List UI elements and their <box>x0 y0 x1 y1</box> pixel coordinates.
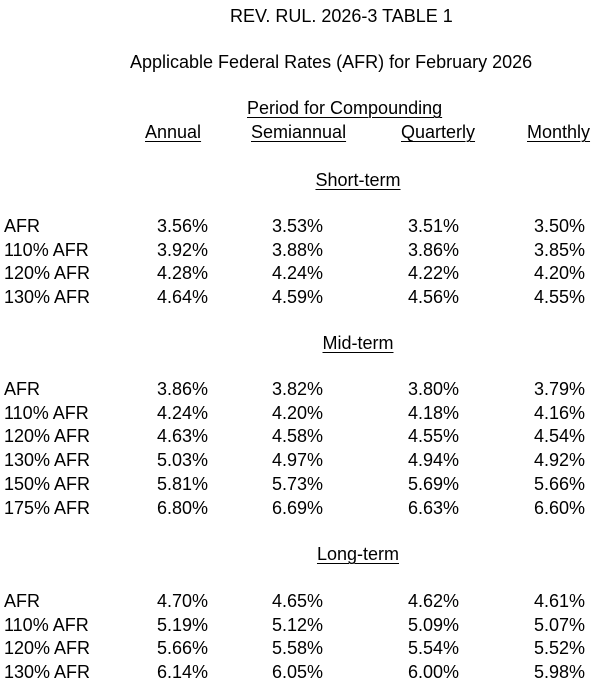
row-label: 110% AFR <box>4 239 89 260</box>
row-label: 120% AFR <box>4 638 91 659</box>
rate-cell: 5.66% <box>156 638 208 659</box>
rate-cell: 4.56% <box>407 287 459 308</box>
rate-cell: 5.12% <box>271 614 323 635</box>
rate-cell: 4.59% <box>271 287 323 308</box>
rate-cell: 4.65% <box>271 591 323 611</box>
section-header: Short-term <box>315 170 401 190</box>
rate-cell: 6.69% <box>271 497 323 518</box>
row-label: 110% AFR <box>4 402 89 423</box>
rate-cell: 4.92% <box>533 450 585 471</box>
rate-cell: 4.54% <box>533 426 585 447</box>
rate-cell: 5.73% <box>271 473 323 494</box>
rate-cell: 4.22% <box>407 263 459 284</box>
column-header-monthly: Monthly <box>527 122 591 142</box>
rate-cell: 6.14% <box>156 662 208 682</box>
rate-cell: 4.24% <box>271 263 323 284</box>
table-subtitle: Applicable Federal Rates (AFR) for Febru… <box>130 52 533 72</box>
rate-cell: 4.97% <box>271 450 323 471</box>
rate-cell: 3.88% <box>271 239 323 260</box>
row-label: AFR <box>4 591 40 611</box>
rate-cell: 4.64% <box>156 287 208 308</box>
rate-cell: 3.86% <box>156 379 208 399</box>
rate-cell: 6.63% <box>407 497 459 518</box>
column-header-semiannual: Semiannual <box>251 122 347 142</box>
rate-cell: 5.58% <box>271 638 323 659</box>
rate-cell: 4.24% <box>156 402 208 423</box>
rate-cell: 3.79% <box>533 379 585 399</box>
section-header: Long-term <box>316 544 400 564</box>
rate-cell: 3.80% <box>407 379 459 399</box>
rate-cell: 3.82% <box>271 379 323 399</box>
column-header-quarterly: Quarterly <box>401 122 476 142</box>
rate-cell: 5.69% <box>407 473 459 494</box>
rate-cell: 4.70% <box>156 591 208 611</box>
row-label: 110% AFR <box>4 614 89 635</box>
rate-cell: 3.51% <box>407 216 459 236</box>
rate-cell: 5.19% <box>156 614 208 635</box>
row-label: 175% AFR <box>4 497 91 518</box>
rate-cell: 3.86% <box>407 239 459 260</box>
rate-cell: 4.20% <box>271 402 323 423</box>
section-header: Mid-term <box>322 333 394 353</box>
column-header-annual: Annual <box>145 122 202 142</box>
rate-cell: 3.56% <box>156 216 208 236</box>
rate-cell: 3.92% <box>156 239 208 260</box>
rate-cell: 3.53% <box>271 216 323 236</box>
row-label: 120% AFR <box>4 426 91 447</box>
rate-cell: 4.16% <box>533 402 585 423</box>
rate-cell: 3.85% <box>533 239 585 260</box>
rate-cell: 4.58% <box>271 426 323 447</box>
rate-cell: 5.03% <box>156 450 208 471</box>
row-label: 130% AFR <box>4 662 91 682</box>
period-header: Period for Compounding <box>247 98 443 118</box>
rate-cell: 5.52% <box>533 638 585 659</box>
row-label: 130% AFR <box>4 450 91 471</box>
rate-cell: 5.07% <box>533 614 585 635</box>
rate-cell: 4.55% <box>533 287 585 308</box>
row-label: 150% AFR <box>4 473 91 494</box>
rate-cell: 5.81% <box>156 473 208 494</box>
row-label: AFR <box>4 216 40 236</box>
rate-cell: 4.61% <box>533 591 585 611</box>
rate-cell: 4.63% <box>156 426 208 447</box>
row-label: 120% AFR <box>4 263 91 284</box>
rate-cell: 4.20% <box>533 263 585 284</box>
rate-cell: 4.28% <box>156 263 208 284</box>
rate-cell: 5.98% <box>533 662 585 682</box>
rate-cell: 3.50% <box>533 216 585 236</box>
rate-cell: 4.62% <box>407 591 459 611</box>
rate-cell: 5.66% <box>533 473 585 494</box>
rate-cell: 4.55% <box>407 426 459 447</box>
rate-cell: 4.94% <box>407 450 459 471</box>
rate-cell: 6.80% <box>156 497 208 518</box>
rate-cell: 6.05% <box>271 662 323 682</box>
rate-cell: 5.09% <box>407 614 459 635</box>
row-label: 130% AFR <box>4 287 91 308</box>
table-title: REV. RUL. 2026-3 TABLE 1 <box>230 6 453 26</box>
rate-cell: 4.18% <box>407 402 459 423</box>
rate-cell: 6.00% <box>407 662 459 682</box>
rate-cell: 6.60% <box>533 497 585 518</box>
row-label: AFR <box>4 379 40 399</box>
rate-cell: 5.54% <box>407 638 459 659</box>
